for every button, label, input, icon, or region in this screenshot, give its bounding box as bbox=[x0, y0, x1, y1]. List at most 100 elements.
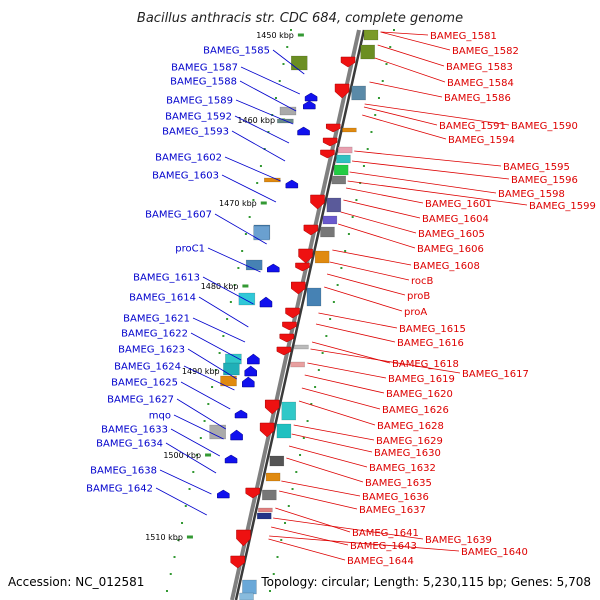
right-leader-line bbox=[377, 44, 445, 67]
right-gene-label: BAMEG_1584 bbox=[447, 78, 514, 89]
right-track-dot bbox=[332, 301, 335, 303]
left-track-dot bbox=[286, 46, 289, 48]
minus-gene-arrow bbox=[230, 429, 243, 441]
right-gene-label: BAMEG_1605 bbox=[418, 229, 485, 240]
left-track-dot bbox=[165, 590, 168, 592]
gene-box bbox=[290, 361, 305, 368]
right-leader-line bbox=[286, 457, 364, 483]
gene-box bbox=[279, 106, 297, 116]
left-gene-label: BAMEG_1585 bbox=[203, 46, 270, 57]
left-track-dot bbox=[188, 488, 191, 490]
right-track-dot bbox=[366, 148, 369, 150]
right-gene-label: BAMEG_1620 bbox=[386, 389, 453, 400]
tick-mark bbox=[242, 284, 249, 288]
right-leader-line bbox=[269, 535, 460, 552]
gene-box bbox=[320, 226, 335, 238]
left-leader-line bbox=[234, 115, 290, 144]
left-track-dot bbox=[256, 182, 259, 184]
left-gene-label: BAMEG_1642 bbox=[86, 484, 153, 495]
right-leader-line bbox=[347, 180, 528, 206]
right-track-dot bbox=[389, 46, 392, 48]
right-gene-label: BAMEG_1628 bbox=[377, 421, 444, 432]
left-track-dot bbox=[177, 539, 180, 541]
right-gene-label: BAMEG_1590 bbox=[511, 121, 578, 132]
gene-box bbox=[238, 292, 256, 306]
gene-features bbox=[209, 29, 379, 600]
right-gene-label: BAMEG_1619 bbox=[388, 374, 455, 385]
label-leaders bbox=[155, 31, 528, 561]
gene-box bbox=[223, 362, 240, 376]
right-gene-label: BAMEG_1594 bbox=[448, 135, 515, 146]
right-leader-line bbox=[337, 223, 416, 249]
right-gene-label: BAMEG_1595 bbox=[503, 162, 570, 173]
right-leader-line bbox=[268, 538, 346, 561]
right-gene-label: proA bbox=[404, 307, 427, 318]
left-leader-line bbox=[239, 80, 297, 112]
left-track-dot bbox=[214, 369, 217, 371]
right-gene-label: BAMEG_1599 bbox=[529, 201, 596, 212]
left-track-dot bbox=[290, 29, 292, 31]
left-gene-label: BAMEG_1623 bbox=[118, 345, 185, 356]
right-leader-line bbox=[301, 387, 381, 410]
right-leader-line bbox=[343, 199, 421, 219]
right-gene-label: BAMEG_1626 bbox=[382, 405, 449, 416]
gene-box bbox=[281, 401, 297, 421]
tick-mark bbox=[297, 33, 304, 37]
minus-gene-arrow bbox=[267, 263, 280, 273]
right-track-dot bbox=[370, 131, 373, 133]
scale-ticks: 1450 kbp 1460 kbp 1470 kbp 1480 kbp 1490 kbp… bbox=[145, 31, 304, 542]
tick-label: 1470 kbp bbox=[219, 199, 257, 208]
right-gene-label: BAMEG_1582 bbox=[452, 46, 519, 57]
gene-box bbox=[360, 44, 375, 60]
minus-gene-arrow bbox=[259, 296, 273, 308]
left-gene-label: BAMEG_1589 bbox=[166, 96, 233, 107]
minus-gene-arrow bbox=[304, 92, 318, 102]
plus-gene-arrow bbox=[291, 281, 306, 295]
right-gene-label: BAMEG_1643 bbox=[350, 541, 417, 552]
gene-box bbox=[256, 512, 272, 520]
right-track-dot bbox=[291, 488, 294, 490]
right-gene-label: BAMEG_1632 bbox=[369, 463, 436, 474]
plus-gene-arrow bbox=[282, 321, 297, 331]
right-track-dot bbox=[287, 505, 290, 507]
left-gene-label: BAMEG_1607 bbox=[145, 210, 212, 221]
right-leader-line bbox=[304, 374, 385, 394]
right-gene-label: BAMEG_1606 bbox=[417, 244, 484, 255]
left-track-dot bbox=[211, 386, 214, 388]
left-track-dot bbox=[244, 233, 247, 235]
left-track-dot bbox=[226, 318, 229, 320]
right-leader-line bbox=[310, 348, 461, 374]
left-gene-label: BAMEG_1602 bbox=[155, 153, 222, 164]
right-leader-line bbox=[281, 480, 361, 497]
left-track-dot bbox=[229, 301, 232, 303]
right-leader-line bbox=[324, 286, 403, 312]
right-track-dot bbox=[329, 318, 332, 320]
right-gene-label: BAMEG_1637 bbox=[359, 505, 426, 516]
right-track-dot bbox=[325, 335, 328, 337]
right-gene-label: proB bbox=[407, 291, 430, 302]
plus-gene-arrow bbox=[259, 422, 275, 438]
right-gene-label: BAMEG_1608 bbox=[413, 261, 480, 272]
right-gene-label: BAMEG_1639 bbox=[425, 535, 492, 546]
gene-box bbox=[363, 29, 379, 41]
left-leader-line bbox=[235, 99, 294, 125]
left-track-dot bbox=[196, 454, 199, 456]
right-track-dot bbox=[310, 403, 313, 405]
left-leader-line bbox=[202, 276, 254, 305]
right-track-dot bbox=[272, 573, 275, 575]
left-leader-line bbox=[183, 365, 235, 391]
map-title: Bacillus anthracis str. CDC 684, complet… bbox=[137, 11, 463, 26]
right-leader-line bbox=[279, 490, 358, 510]
left-leader-line bbox=[180, 381, 231, 410]
right-track-dot bbox=[268, 590, 271, 592]
minus-gene-arrow bbox=[234, 409, 248, 419]
plus-gene-arrow bbox=[276, 346, 292, 356]
right-track-dot bbox=[317, 369, 320, 371]
right-gene-label: BAMEG_1640 bbox=[461, 547, 528, 558]
right-leader-line bbox=[380, 31, 429, 36]
right-gene-label: BAMEG_1630 bbox=[374, 448, 441, 459]
right-track-dot bbox=[321, 352, 324, 354]
left-gene-label: BAMEG_1627 bbox=[107, 395, 174, 406]
plus-gene-arrow bbox=[236, 529, 251, 547]
